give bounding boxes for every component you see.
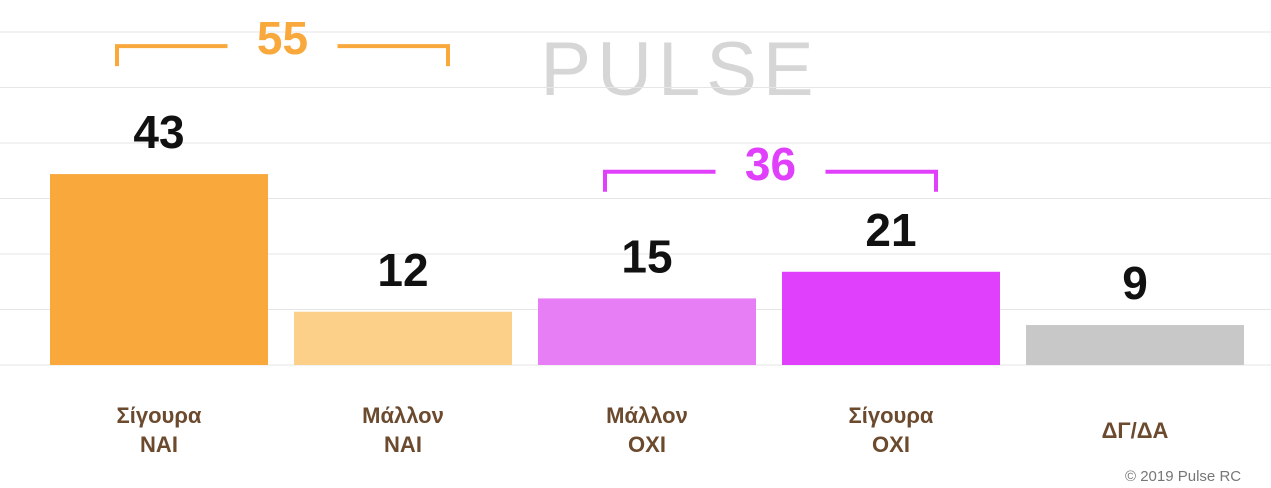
x-tick-label: Σίγουρα ΝΑΙ (116, 403, 202, 457)
value-label: 21 (865, 204, 916, 256)
value-label: 12 (377, 244, 428, 296)
value-label: 9 (1122, 257, 1148, 309)
value-label: 15 (621, 231, 672, 283)
bar (294, 311, 512, 365)
annotation: 55 (257, 12, 308, 64)
x-tick-label: Μάλλον ΟΧΙ (606, 403, 688, 457)
source: © 2019 Pulse RC (1125, 468, 1241, 485)
annotation: 36 (745, 138, 796, 190)
bar (1026, 325, 1244, 365)
x-tick-label: Σίγουρα ΟΧΙ (848, 403, 934, 457)
bracket (603, 169, 938, 192)
bracket (115, 44, 450, 67)
bar (782, 271, 1000, 365)
bar (538, 298, 756, 365)
x-tick-label: Μάλλον ΝΑΙ (362, 403, 444, 457)
x-tick-label: ΔΓ/ΔΑ (1101, 417, 1169, 443)
bar (50, 174, 268, 365)
value-label: 43 (133, 106, 184, 158)
watermark: PULSE (540, 27, 819, 112)
